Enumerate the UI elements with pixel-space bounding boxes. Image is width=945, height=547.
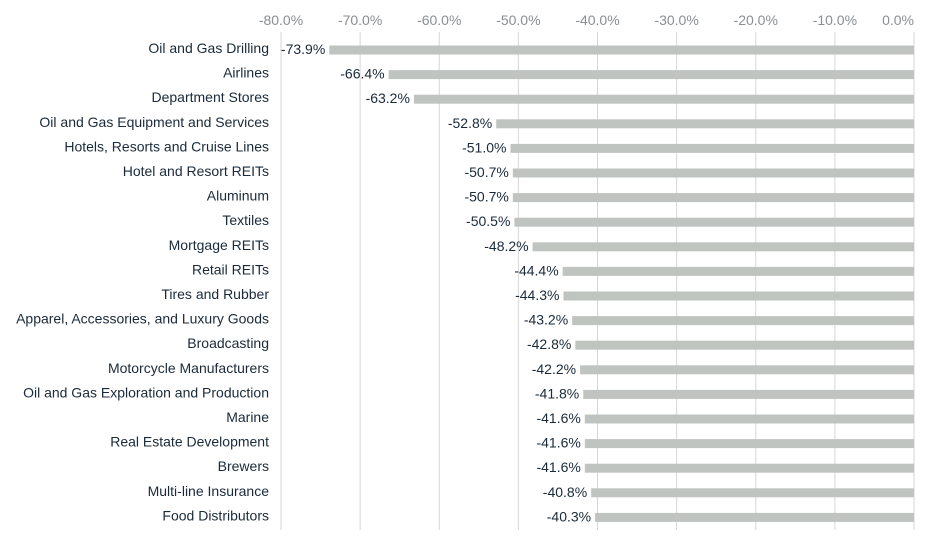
category-label: Tires and Rubber <box>161 286 269 302</box>
bar <box>595 512 914 522</box>
data-label: -40.8% <box>543 484 587 500</box>
data-label: -73.9% <box>281 41 325 57</box>
x-tick-label: 0.0% <box>882 12 914 28</box>
bar <box>584 414 914 424</box>
category-labels: Oil and Gas Drilling Airlines Department S… <box>16 40 269 523</box>
data-label: -41.6% <box>536 459 580 475</box>
x-axis-ticks: -80.0% -70.0% -60.0% -50.0% -40.0% -30.0% -20.… <box>259 12 914 28</box>
bar <box>532 242 914 252</box>
category-label: Retail REITs <box>192 261 269 277</box>
x-tick-label: -40.0% <box>575 12 619 28</box>
category-label: Department Stores <box>152 89 270 105</box>
data-label: -50.7% <box>464 189 508 205</box>
bar <box>512 168 914 178</box>
bars <box>329 45 914 522</box>
data-label: -42.8% <box>527 336 571 352</box>
x-tick-label: -80.0% <box>259 12 303 28</box>
data-label: -44.3% <box>515 287 559 303</box>
bar <box>584 439 914 449</box>
category-label: Food Distributors <box>162 507 269 523</box>
data-label: -66.4% <box>340 66 384 82</box>
category-label: Motorcycle Manufacturers <box>108 360 269 376</box>
category-label: Textiles <box>222 212 269 228</box>
x-tick-label: -50.0% <box>496 12 540 28</box>
bar <box>591 488 914 498</box>
bar <box>562 266 914 276</box>
category-label: Multi-line Insurance <box>148 483 270 499</box>
x-tick-label: -70.0% <box>338 12 382 28</box>
category-label: Hotels, Resorts and Cruise Lines <box>64 138 269 154</box>
data-label: -41.6% <box>536 435 580 451</box>
category-label: Oil and Gas Drilling <box>148 40 269 56</box>
bar <box>496 119 914 129</box>
x-tick-label: -20.0% <box>734 12 778 28</box>
category-label: Oil and Gas Exploration and Production <box>23 384 269 400</box>
bar <box>329 45 914 55</box>
bar <box>583 389 914 399</box>
category-label: Broadcasting <box>187 335 269 351</box>
category-label: Apparel, Accessories, and Luxury Goods <box>16 311 269 327</box>
bar <box>575 340 914 350</box>
x-tick-label: -60.0% <box>417 12 461 28</box>
data-label: -41.6% <box>536 410 580 426</box>
data-label: -52.8% <box>448 115 492 131</box>
data-label: -51.0% <box>462 139 506 155</box>
bar <box>512 193 914 203</box>
bar <box>572 316 914 326</box>
bar <box>580 365 914 375</box>
x-tick-label: -10.0% <box>813 12 857 28</box>
category-label: Aluminum <box>207 188 269 204</box>
category-label: Airlines <box>223 65 269 81</box>
category-label: Brewers <box>218 458 269 474</box>
data-label: -48.2% <box>484 238 528 254</box>
category-label: Oil and Gas Equipment and Services <box>39 114 269 130</box>
data-label: -44.4% <box>514 262 558 278</box>
bar <box>388 70 914 80</box>
category-label: Mortgage REITs <box>169 237 269 253</box>
gridlines <box>280 32 915 530</box>
bar <box>563 291 914 301</box>
category-label: Real Estate Development <box>110 434 269 450</box>
data-label: -42.2% <box>532 361 576 377</box>
data-label: -50.7% <box>464 164 508 180</box>
category-label: Marine <box>226 409 269 425</box>
data-label: -50.5% <box>466 213 510 229</box>
data-label: -43.2% <box>524 312 568 328</box>
data-label: -41.8% <box>535 385 579 401</box>
category-label: Hotel and Resort REITs <box>123 163 269 179</box>
data-label: -63.2% <box>366 90 410 106</box>
bar <box>510 143 914 153</box>
data-label: -40.3% <box>547 508 591 524</box>
x-tick-label: -30.0% <box>654 12 698 28</box>
bar <box>514 217 914 227</box>
bar <box>584 463 914 473</box>
data-labels: -73.9% -66.4% -63.2% -52.8% -51.0% -50.7% -50.… <box>281 41 591 524</box>
bar <box>413 94 914 104</box>
